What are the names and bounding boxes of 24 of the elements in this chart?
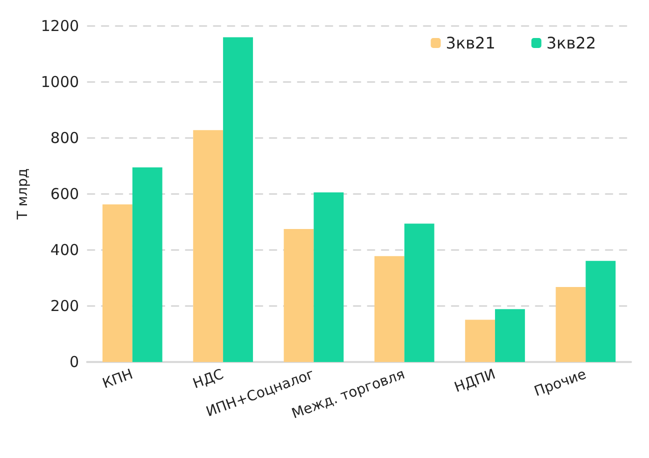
y-tick-label: 200 xyxy=(50,297,80,315)
bar xyxy=(193,130,224,362)
x-tick-label: НДПИ xyxy=(452,366,498,396)
x-tick-label: КПН xyxy=(100,366,136,392)
y-tick-label: 0 xyxy=(70,353,80,371)
y-tick-label: 400 xyxy=(50,241,80,259)
bar xyxy=(132,167,162,362)
bar xyxy=(223,37,253,362)
bar xyxy=(404,224,434,362)
bar xyxy=(556,286,586,362)
bar xyxy=(314,192,344,362)
bar xyxy=(102,204,132,362)
bar xyxy=(374,256,404,362)
y-tick-label: 1200 xyxy=(40,17,80,35)
legend-label: 3кв21 xyxy=(446,34,496,52)
legend-label: 3кв22 xyxy=(546,34,596,52)
bar xyxy=(495,309,525,362)
y-axis-title: Т млрд xyxy=(15,168,31,221)
bar xyxy=(586,260,616,362)
y-tick-label: 1000 xyxy=(40,73,80,91)
y-tick-label: 600 xyxy=(50,185,80,203)
y-tick-label: 800 xyxy=(50,129,80,147)
bar xyxy=(284,229,314,362)
bar xyxy=(465,320,496,362)
